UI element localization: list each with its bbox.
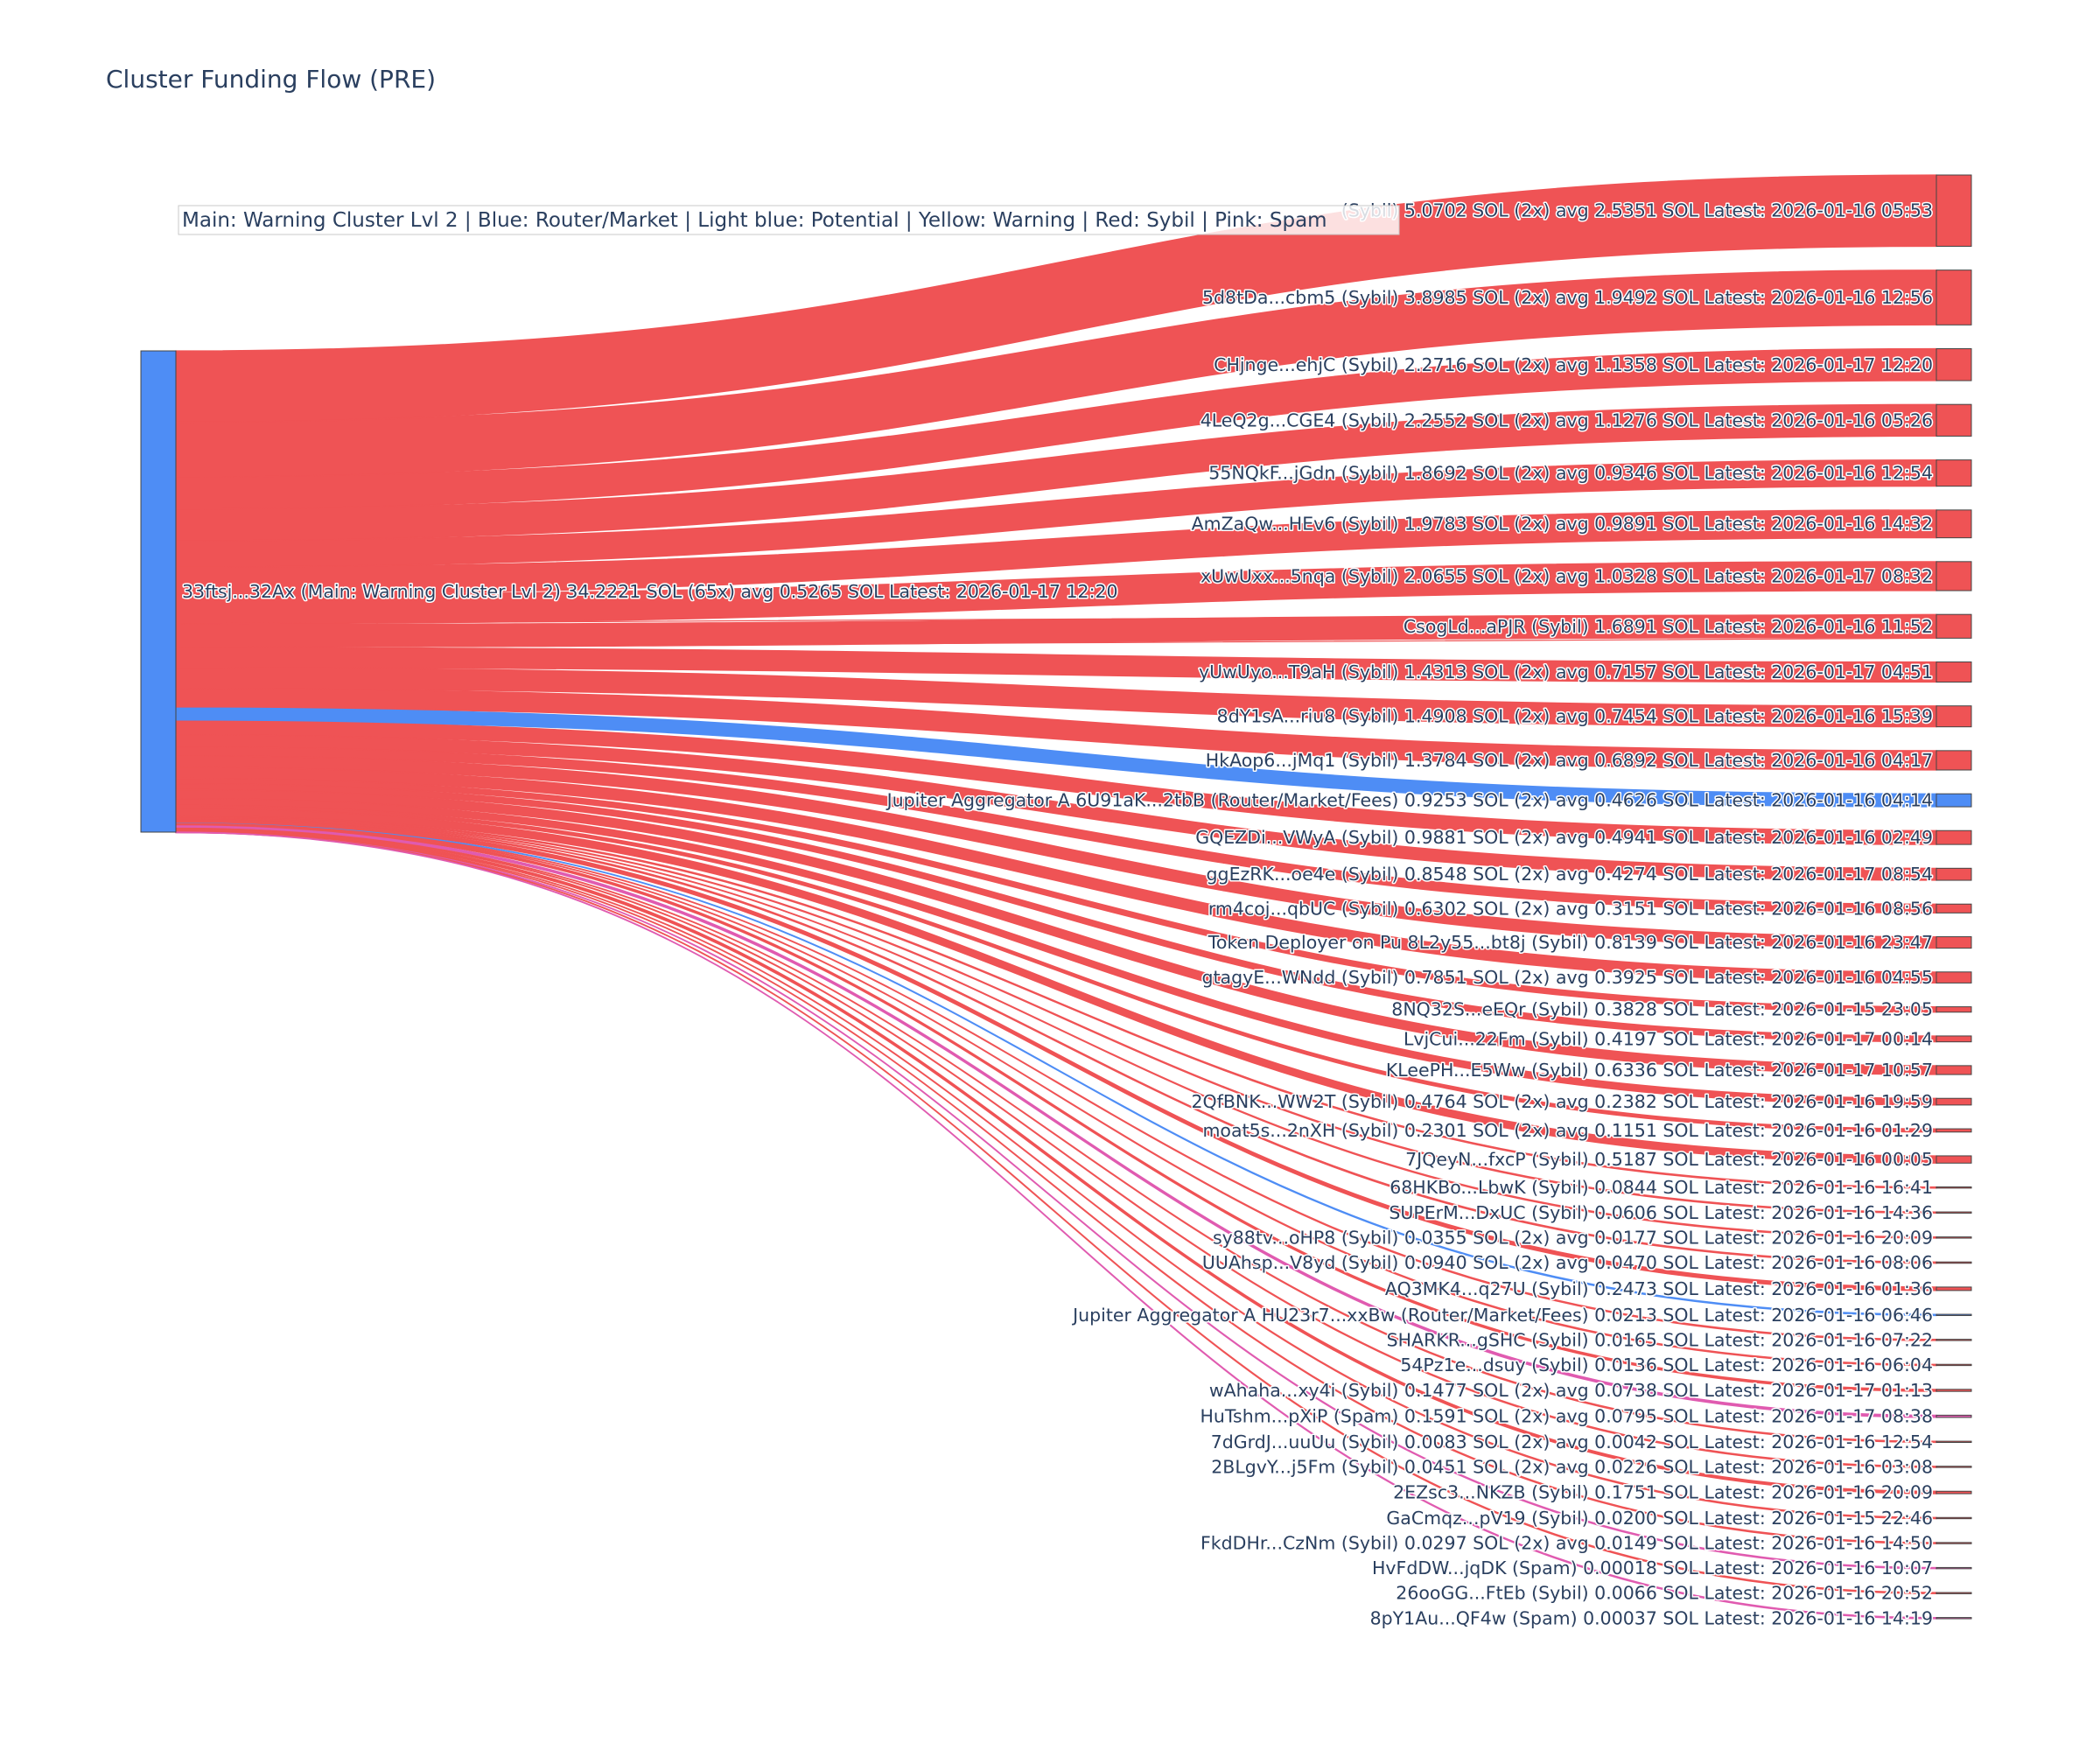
legend-annotation-text: Main: Warning Cluster Lvl 2 | Blue: Rout… [182,209,1327,232]
target-node-33[interactable] [1936,1440,1972,1444]
target-label-20: 2QfBNK...WW2T (Sybil) 0.4764 SOL (2x) av… [1191,1091,1933,1112]
target-label-23: 68HKBo...LbwK (Sybil) 0.0844 SOL Latest:… [1390,1177,1933,1198]
target-label-7: CsogLd...aPJR (Sybil) 1.6891 SOL Latest:… [1404,616,1933,637]
target-label-31: wAhaha...xy4i (Sybil) 0.1477 SOL (2x) av… [1209,1380,1933,1401]
target-label-12: GQEZDi...VWyA (Sybil) 0.9881 SOL (2x) av… [1195,827,1933,848]
target-label-34: 2BLgvY...j5Fm (Sybil) 0.0451 SOL (2x) av… [1211,1456,1933,1477]
target-label-25: sy88tv...oHP8 (Sybil) 0.0355 SOL (2x) av… [1213,1227,1933,1248]
target-node-23[interactable] [1936,1186,1972,1189]
target-node-20[interactable] [1936,1097,1972,1106]
target-label-14: rm4coj...qbUC (Sybil) 0.6302 SOL (2x) av… [1208,898,1933,919]
target-label-10: HkAop6...jMq1 (Sybil) 1.3784 SOL (2x) av… [1206,750,1933,771]
target-node-26[interactable] [1936,1261,1972,1264]
target-label-13: ggEzRK...oe4e (Sybil) 0.8548 SOL (2x) av… [1207,864,1933,885]
target-label-32: HuTshm...pXiP (Spam) 0.1591 SOL (2x) avg… [1200,1406,1933,1427]
target-node-27[interactable] [1936,1286,1972,1292]
target-label-1: 5d8tDa...cbm5 (Sybil) 3.8985 SOL (2x) av… [1202,287,1933,308]
target-label-5: AmZaQw...HEv6 (Sybil) 1.9783 SOL (2x) av… [1192,514,1933,535]
target-label-33: 7dGrdJ...uuUu (Sybil) 0.0083 SOL (2x) av… [1211,1432,1933,1452]
target-label-8: yUwUyo...T9aH (Sybil) 1.4313 SOL (2x) av… [1199,662,1933,682]
target-label-28: Jupiter Aggregator A HU23r7...xxBw (Rout… [1071,1305,1933,1326]
target-label-16: gtagyE...WNdd (Sybil) 0.7851 SOL (2x) av… [1201,967,1933,988]
target-node-14[interactable] [1936,903,1972,914]
target-node-40[interactable] [1936,1617,1972,1620]
target-node-18[interactable] [1936,1035,1972,1043]
target-label-22: 7JQeyN...fxcP (Sybil) 0.5187 SOL Latest:… [1405,1149,1933,1170]
target-node-16[interactable] [1936,971,1972,984]
target-label-36: GaCmqz...pV19 (Sybil) 0.0200 SOL Latest:… [1386,1508,1933,1529]
target-label-9: 8dY1sA...riu8 (Sybil) 1.4908 SOL (2x) av… [1217,706,1933,727]
target-node-7[interactable] [1936,613,1972,639]
target-label-21: moat5s...2nXH (Sybil) 0.2301 SOL (2x) av… [1202,1120,1933,1141]
target-node-17[interactable] [1936,1006,1972,1013]
source-node[interactable] [140,350,177,833]
target-node-10[interactable] [1936,750,1972,771]
target-node-36[interactable] [1936,1516,1972,1520]
target-label-38: HvFdDW...jqDK (Spam) 0.00018 SOL Latest:… [1372,1558,1933,1578]
target-node-2[interactable] [1936,348,1972,382]
sankey-nodes [140,174,1972,1620]
target-node-39[interactable] [1936,1592,1972,1594]
target-label-37: FkdDHr...CzNm (Sybil) 0.0297 SOL (2x) av… [1200,1533,1933,1554]
source-label: 33ftsj...32Ax (Main: Warning Cluster Lvl… [182,581,1118,602]
target-label-26: UUAhsp...V8yd (Sybil) 0.0940 SOL (2x) av… [1202,1252,1933,1273]
target-label-30: 54Pz1e...dsuy (Sybil) 0.0136 SOL Latest:… [1400,1354,1933,1376]
target-node-19[interactable] [1936,1065,1972,1075]
target-node-21[interactable] [1936,1128,1972,1133]
target-node-24[interactable] [1936,1211,1972,1214]
target-node-5[interactable] [1936,509,1972,539]
target-node-35[interactable] [1936,1490,1972,1494]
target-node-32[interactable] [1936,1414,1972,1418]
target-node-11[interactable] [1936,793,1972,808]
target-node-1[interactable] [1936,270,1972,326]
target-node-38[interactable] [1936,1566,1972,1570]
target-node-13[interactable] [1936,867,1972,881]
target-label-40: 8pY1Au...QF4w (Spam) 0.00037 SOL Latest:… [1370,1607,1933,1628]
target-node-8[interactable] [1936,662,1972,683]
target-node-37[interactable] [1936,1542,1972,1544]
target-label-35: 2EZsc3...NKZB (Sybil) 0.1751 SOL Latest:… [1393,1482,1933,1503]
target-node-3[interactable] [1936,403,1972,437]
target-node-28[interactable] [1936,1313,1972,1316]
legend-annotation-box [178,205,1400,235]
target-node-30[interactable] [1936,1363,1972,1367]
target-node-6[interactable] [1936,561,1972,592]
target-label-17: 8NQ32S...eEQr (Sybil) 0.3828 SOL Latest:… [1391,999,1933,1020]
target-label-19: KLeePH...E5Ww (Sybil) 0.6336 SOL Latest:… [1386,1060,1933,1081]
target-label-3: 4LeQ2g...CGE4 (Sybil) 2.2552 SOL (2x) av… [1200,410,1933,430]
target-label-4: 55NQkF...jGdn (Sybil) 1.8692 SOL (2x) av… [1208,463,1933,484]
sankey-labels: (Sybil) 5.0702 SOL (2x) avg 2.5351 SOL L… [181,199,1935,1630]
target-node-22[interactable] [1936,1155,1972,1164]
target-label-24: SUPErM...DxUC (Sybil) 0.0606 SOL Latest:… [1389,1202,1933,1223]
target-label-15: Token Deployer on Pu 8L2y55...bt8j (Sybi… [1208,932,1933,953]
sankey-links [175,174,1937,1620]
target-label-27: AQ3MK4...q27U (Sybil) 0.2473 SOL Latest:… [1385,1278,1933,1299]
target-label-2: CHjnge...ehjC (Sybil) 2.2716 SOL (2x) av… [1214,354,1933,375]
target-node-34[interactable] [1936,1466,1972,1468]
target-node-0[interactable] [1936,174,1972,247]
target-node-25[interactable] [1936,1236,1972,1239]
target-node-4[interactable] [1936,459,1972,487]
target-label-0: (Sybil) 5.0702 SOL (2x) avg 2.5351 SOL L… [1341,200,1933,221]
target-node-9[interactable] [1936,705,1972,728]
target-label-18: LvjCui...22Fm (Sybil) 0.4197 SOL Latest:… [1404,1028,1933,1049]
chart-title: Cluster Funding Flow (PRE) [106,65,436,94]
target-node-15[interactable] [1936,936,1972,949]
target-label-39: 26ooGG...FtEb (Sybil) 0.0066 SOL Latest:… [1396,1583,1933,1604]
target-label-29: SHARKR...gSHC (Sybil) 0.0165 SOL Latest:… [1387,1329,1933,1350]
target-label-6: xUwUxx...5nqa (Sybil) 2.0655 SOL (2x) av… [1200,565,1933,586]
target-node-31[interactable] [1936,1389,1972,1392]
target-label-11: Jupiter Aggregator A 6U91aK...2tbB (Rout… [886,790,1933,811]
legend-annotation: Main: Warning Cluster Lvl 2 | Blue: Rout… [178,205,1400,235]
target-node-12[interactable] [1936,830,1972,845]
